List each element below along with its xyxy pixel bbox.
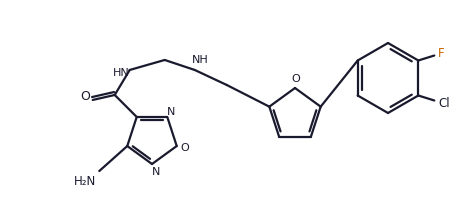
Text: N: N [152, 167, 160, 177]
Text: N: N [167, 107, 175, 117]
Text: O: O [291, 74, 301, 84]
Text: H₂N: H₂N [74, 174, 96, 187]
Text: Cl: Cl [439, 97, 450, 110]
Text: HN: HN [114, 68, 130, 78]
Text: NH: NH [192, 55, 209, 65]
Text: F: F [438, 47, 444, 60]
Text: O: O [80, 90, 89, 103]
Text: O: O [180, 143, 189, 153]
